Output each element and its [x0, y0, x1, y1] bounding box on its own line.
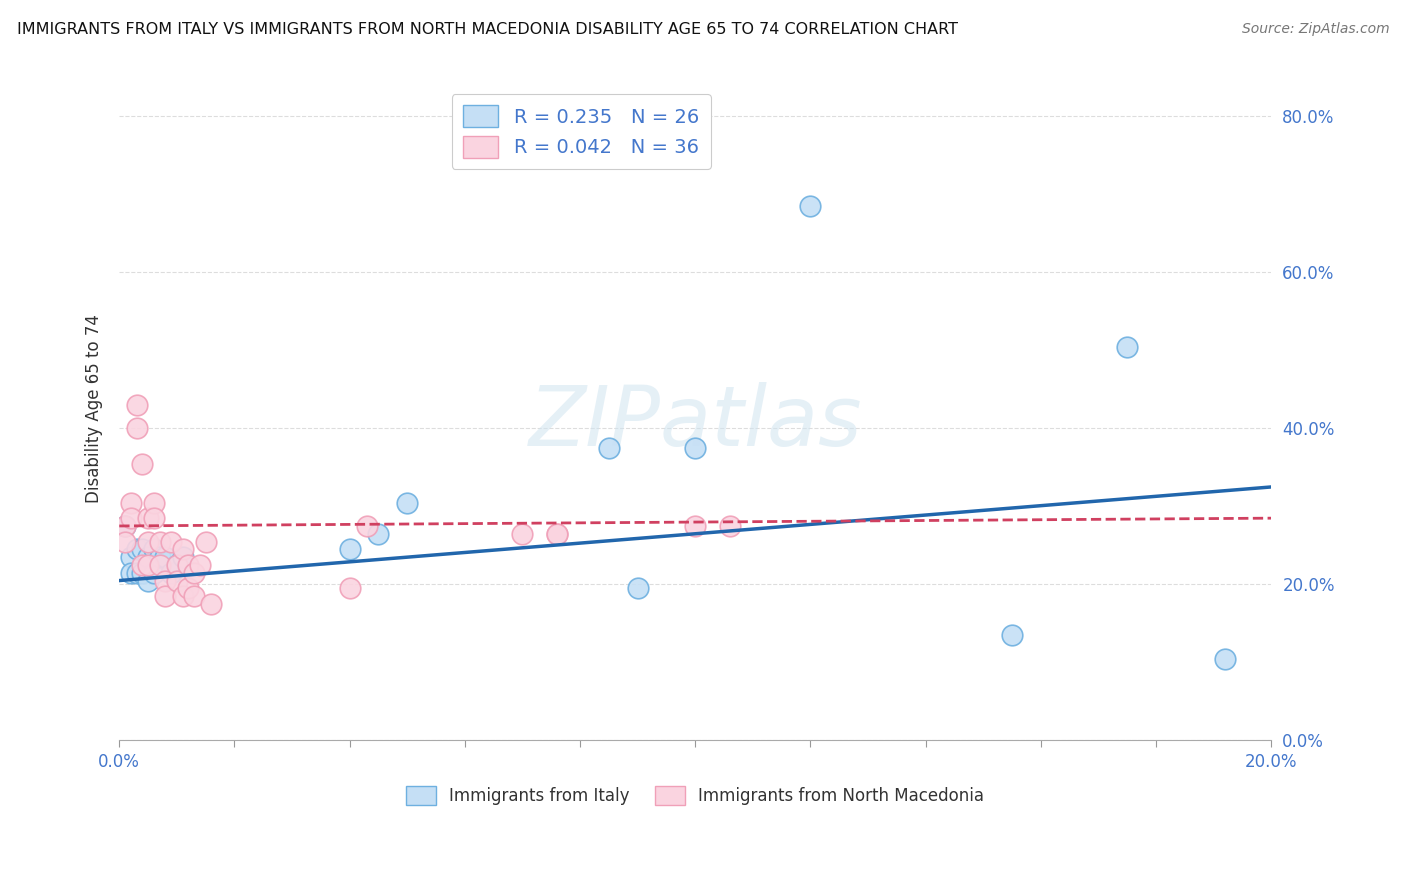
Point: [356, 519, 378, 533]
Point: [155, 574, 177, 588]
Point: [142, 542, 165, 557]
Point: [1116, 340, 1139, 354]
Point: [131, 542, 153, 557]
Text: IMMIGRANTS FROM ITALY VS IMMIGRANTS FROM NORTH MACEDONIA DISABILITY AGE 65 TO 74: IMMIGRANTS FROM ITALY VS IMMIGRANTS FROM…: [17, 22, 957, 37]
Point: [683, 441, 706, 455]
Point: [120, 495, 142, 509]
Point: [155, 589, 177, 603]
Point: [512, 526, 534, 541]
Point: [114, 519, 136, 533]
Point: [200, 597, 222, 611]
Point: [546, 526, 568, 541]
Text: ZIPatlas: ZIPatlas: [529, 382, 862, 463]
Point: [367, 526, 389, 541]
Point: [125, 542, 148, 557]
Point: [120, 511, 142, 525]
Point: [114, 519, 136, 533]
Point: [194, 534, 217, 549]
Point: [598, 441, 620, 455]
Point: [160, 534, 183, 549]
Point: [131, 457, 153, 471]
Point: [177, 558, 200, 572]
Point: [142, 566, 165, 580]
Point: [172, 550, 194, 565]
Point: [188, 558, 211, 572]
Point: [142, 511, 165, 525]
Point: [136, 534, 159, 549]
Point: [149, 534, 172, 549]
Point: [142, 495, 165, 509]
Point: [339, 542, 361, 557]
Y-axis label: Disability Age 65 to 74: Disability Age 65 to 74: [86, 315, 103, 503]
Point: [155, 550, 177, 565]
Point: [125, 566, 148, 580]
Legend: Immigrants from Italy, Immigrants from North Macedonia: Immigrants from Italy, Immigrants from N…: [399, 780, 991, 812]
Point: [160, 566, 183, 580]
Point: [120, 550, 142, 565]
Point: [125, 421, 148, 435]
Point: [1213, 651, 1236, 665]
Point: [1001, 628, 1024, 642]
Point: [177, 582, 200, 596]
Point: [125, 398, 148, 412]
Point: [183, 566, 205, 580]
Point: [136, 550, 159, 565]
Point: [799, 199, 821, 213]
Point: [183, 589, 205, 603]
Point: [166, 574, 188, 588]
Point: [172, 542, 194, 557]
Point: [626, 582, 648, 596]
Point: [683, 519, 706, 533]
Point: [396, 495, 419, 509]
Point: [136, 511, 159, 525]
Point: [131, 566, 153, 580]
Point: [546, 526, 568, 541]
Point: [718, 519, 741, 533]
Point: [166, 558, 188, 572]
Point: [149, 550, 172, 565]
Point: [149, 558, 172, 572]
Point: [339, 582, 361, 596]
Point: [136, 558, 159, 572]
Point: [114, 534, 136, 549]
Point: [120, 566, 142, 580]
Point: [131, 558, 153, 572]
Point: [136, 574, 159, 588]
Point: [172, 589, 194, 603]
Point: [166, 558, 188, 572]
Text: Source: ZipAtlas.com: Source: ZipAtlas.com: [1241, 22, 1389, 37]
